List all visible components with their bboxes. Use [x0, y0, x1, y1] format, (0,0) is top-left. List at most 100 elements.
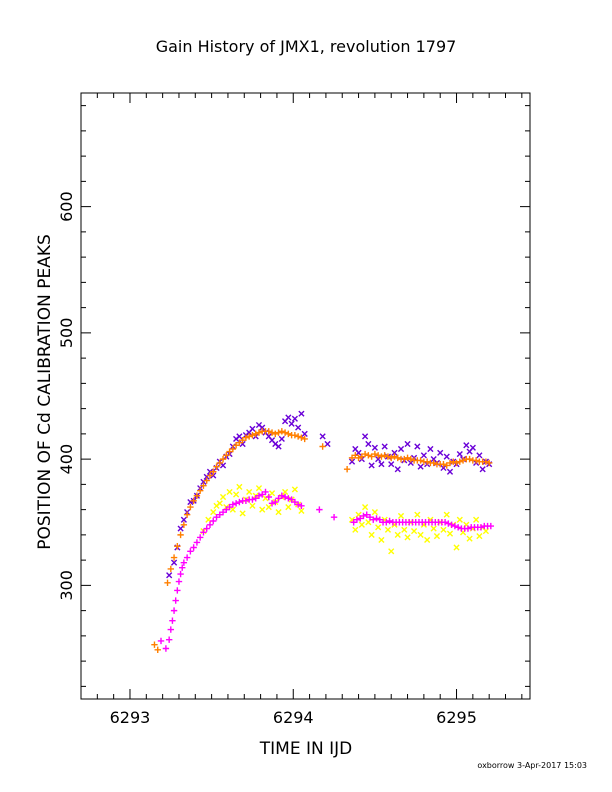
data-point [249, 431, 256, 439]
data-point [187, 548, 194, 555]
data-point [437, 449, 444, 456]
data-point [365, 440, 372, 448]
data-point [456, 458, 463, 465]
data-point [401, 455, 408, 463]
series-3 [157, 488, 495, 652]
data-point [298, 434, 305, 441]
data-point [440, 460, 447, 468]
data-point [170, 607, 178, 614]
data-point [472, 457, 480, 464]
data-point [281, 488, 289, 496]
data-point [424, 536, 431, 544]
data-point [362, 433, 369, 440]
data-point [443, 462, 450, 469]
data-point [373, 515, 380, 522]
x-tick-label: 6295 [436, 708, 477, 727]
data-point [469, 444, 476, 451]
data-point [226, 448, 233, 455]
data-point [355, 449, 362, 456]
data-point [440, 464, 447, 472]
data-point [476, 533, 483, 540]
data-point [285, 414, 292, 421]
data-point [443, 511, 450, 518]
data-point [295, 424, 302, 431]
data-point [370, 516, 377, 523]
data-point [272, 430, 279, 438]
data-point [448, 521, 455, 528]
series-0 [166, 410, 493, 579]
data-point [365, 519, 372, 526]
data-point [203, 525, 210, 532]
data-point [386, 517, 393, 525]
data-point [236, 433, 243, 440]
data-point [407, 459, 414, 467]
data-point [203, 477, 210, 484]
data-point [368, 453, 375, 460]
data-point [165, 636, 173, 643]
data-point [210, 468, 217, 475]
data-point [397, 512, 405, 520]
data-point [441, 519, 449, 526]
y-tick-label: 400 [57, 444, 76, 475]
data-point [172, 597, 179, 604]
data-point [174, 587, 181, 594]
data-point [358, 453, 366, 460]
data-point [482, 527, 490, 535]
data-point [343, 466, 351, 473]
data-points [151, 410, 495, 653]
data-point [298, 410, 305, 417]
data-point [216, 459, 223, 467]
data-point [482, 458, 490, 465]
data-point [174, 543, 181, 550]
data-point [193, 539, 201, 546]
data-point [275, 443, 282, 450]
data-point [210, 472, 217, 479]
data-point [430, 525, 437, 532]
data-point [388, 454, 395, 462]
data-point [236, 439, 243, 446]
data-point [388, 461, 395, 468]
data-point [255, 492, 263, 499]
data-point [371, 450, 379, 458]
y-tick-label: 500 [57, 318, 76, 349]
data-point [278, 428, 286, 435]
data-point [375, 456, 382, 463]
data-point [219, 493, 227, 501]
data-point [236, 498, 243, 506]
data-point [167, 626, 174, 633]
data-point [206, 521, 214, 528]
data-point [391, 449, 398, 456]
data-point [445, 520, 452, 527]
y-tick-label: 600 [57, 191, 76, 222]
data-point [298, 502, 305, 510]
data-point [288, 420, 295, 427]
data-point [249, 502, 256, 509]
data-point [456, 450, 463, 458]
data-point [151, 641, 158, 648]
y-axis-label: POSITION OF Cd CALIBRATION PEAKS [35, 234, 55, 550]
data-point [464, 525, 472, 532]
data-point [466, 535, 473, 542]
data-point [229, 501, 237, 508]
data-point [381, 443, 388, 450]
data-point [440, 526, 447, 533]
data-point [454, 524, 462, 531]
data-point [459, 457, 467, 464]
data-point [324, 440, 331, 448]
data-point [242, 497, 250, 504]
data-point [177, 525, 184, 532]
data-point [285, 495, 292, 502]
data-point [417, 463, 424, 470]
data-point [348, 458, 356, 465]
data-point [200, 482, 207, 489]
data-point [239, 436, 246, 444]
data-point [378, 453, 385, 460]
data-point [268, 429, 276, 436]
data-point [233, 491, 240, 498]
data-point [360, 512, 367, 520]
data-point [394, 466, 401, 473]
data-point [298, 507, 305, 514]
data-point [291, 486, 298, 493]
data-point [223, 452, 230, 459]
data-point [281, 493, 289, 501]
